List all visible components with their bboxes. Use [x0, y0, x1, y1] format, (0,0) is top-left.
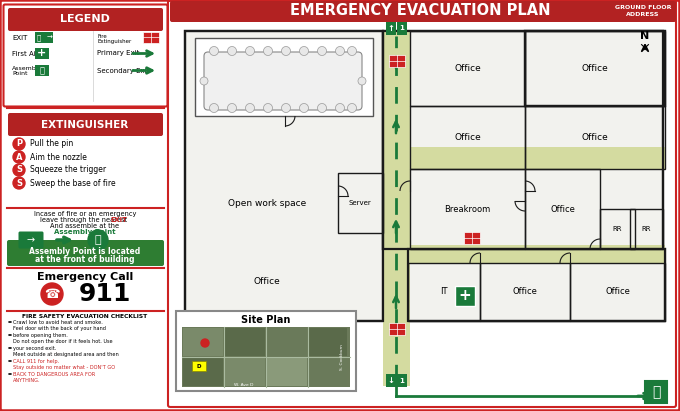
- Bar: [389, 55, 405, 67]
- Text: →: →: [27, 235, 35, 245]
- Bar: [600, 209, 635, 249]
- Circle shape: [335, 104, 345, 113]
- Text: Squeeze the trigger: Squeeze the trigger: [30, 166, 106, 175]
- Circle shape: [228, 46, 237, 55]
- Text: at the front of building: at the front of building: [35, 254, 135, 263]
- Bar: [338, 173, 383, 233]
- Text: ↓: ↓: [388, 376, 394, 385]
- FancyBboxPatch shape: [3, 5, 167, 106]
- Bar: [408, 249, 665, 321]
- Text: D: D: [197, 363, 201, 369]
- Bar: [35, 48, 49, 59]
- Text: Assembly Point is located: Assembly Point is located: [29, 247, 141, 256]
- Text: N: N: [641, 31, 649, 41]
- Bar: [309, 328, 347, 356]
- Text: BACK TO DANGEROUS AREA FOR: BACK TO DANGEROUS AREA FOR: [13, 372, 95, 376]
- FancyBboxPatch shape: [204, 52, 362, 110]
- Circle shape: [228, 104, 237, 113]
- Circle shape: [347, 46, 356, 55]
- Circle shape: [318, 46, 326, 55]
- Circle shape: [201, 339, 209, 347]
- Circle shape: [335, 46, 345, 55]
- Bar: [408, 249, 665, 321]
- Text: EMERGENCY EVACUATION PLAN: EMERGENCY EVACUATION PLAN: [290, 4, 550, 18]
- Text: S: S: [16, 178, 22, 187]
- Text: Pull the pin: Pull the pin: [30, 139, 73, 148]
- Bar: [645, 381, 667, 403]
- Text: Feel door with the back of your hand: Feel door with the back of your hand: [13, 326, 106, 331]
- Circle shape: [245, 104, 254, 113]
- Bar: [455, 286, 475, 306]
- Bar: [410, 106, 525, 169]
- Bar: [35, 32, 53, 43]
- Text: Breakroom: Breakroom: [444, 205, 491, 213]
- Circle shape: [13, 164, 25, 176]
- Text: FIRE SAFETY EVACUATION CHECKLIST: FIRE SAFETY EVACUATION CHECKLIST: [22, 314, 148, 319]
- FancyBboxPatch shape: [7, 240, 164, 266]
- Text: ↑: ↑: [388, 24, 394, 33]
- Circle shape: [282, 104, 290, 113]
- Text: Office: Office: [581, 64, 609, 73]
- Circle shape: [13, 138, 25, 150]
- Bar: [309, 358, 347, 386]
- Bar: [464, 232, 480, 244]
- Circle shape: [88, 230, 108, 250]
- Bar: [35, 65, 49, 76]
- Bar: [182, 327, 350, 387]
- Text: ⮞: ⮞: [37, 34, 41, 41]
- Text: CALL 911 for help.: CALL 911 for help.: [13, 358, 59, 363]
- Text: Site Plan: Site Plan: [241, 315, 290, 325]
- Text: ⛶: ⛶: [39, 66, 44, 75]
- Text: ⛶: ⛶: [95, 235, 101, 245]
- Bar: [185, 31, 383, 321]
- Bar: [225, 328, 265, 356]
- Circle shape: [318, 104, 326, 113]
- Bar: [267, 328, 307, 356]
- Bar: [525, 169, 600, 249]
- Text: +: +: [458, 289, 471, 303]
- Text: Secondary Exit: Secondary Exit: [97, 67, 150, 74]
- Text: LEGEND: LEGEND: [60, 14, 110, 25]
- Text: Crawl low to avoid heat and smoke.: Crawl low to avoid heat and smoke.: [13, 319, 103, 325]
- Bar: [630, 209, 663, 249]
- Text: EXTINGUISHER: EXTINGUISHER: [41, 120, 129, 129]
- Bar: [185, 31, 383, 321]
- Text: First Aid: First Aid: [12, 51, 40, 57]
- Text: 911: 911: [79, 282, 131, 306]
- Text: S: S: [16, 166, 22, 175]
- Text: IT: IT: [440, 288, 447, 296]
- Bar: [383, 31, 410, 386]
- Circle shape: [264, 104, 273, 113]
- Text: RR: RR: [613, 226, 622, 232]
- Text: Office: Office: [454, 133, 481, 142]
- Bar: [408, 263, 480, 321]
- Text: Office: Office: [581, 133, 609, 142]
- Text: Office: Office: [513, 288, 537, 296]
- Text: Meet outside at designated area and then: Meet outside at designated area and then: [13, 352, 119, 357]
- FancyBboxPatch shape: [18, 231, 44, 249]
- Bar: [410, 169, 525, 249]
- Bar: [192, 361, 206, 371]
- Text: Incase of fire or an emergency: Incase of fire or an emergency: [34, 211, 136, 217]
- Text: Office: Office: [254, 277, 280, 286]
- Circle shape: [41, 283, 63, 305]
- Bar: [525, 31, 665, 106]
- Text: Office: Office: [454, 64, 481, 73]
- FancyBboxPatch shape: [170, 1, 676, 22]
- Bar: [225, 358, 265, 386]
- Circle shape: [299, 46, 309, 55]
- Bar: [383, 31, 663, 249]
- Bar: [389, 323, 405, 335]
- Bar: [480, 263, 570, 321]
- Bar: [183, 328, 223, 356]
- Text: Server: Server: [349, 200, 371, 206]
- Text: your second exit.: your second exit.: [13, 346, 56, 351]
- Text: P: P: [16, 139, 22, 148]
- Bar: [525, 106, 665, 169]
- Text: EXIT: EXIT: [12, 35, 27, 41]
- Text: 1: 1: [400, 25, 405, 32]
- Bar: [570, 263, 665, 321]
- Text: leave through the nearest: leave through the nearest: [40, 217, 130, 223]
- FancyBboxPatch shape: [8, 8, 163, 31]
